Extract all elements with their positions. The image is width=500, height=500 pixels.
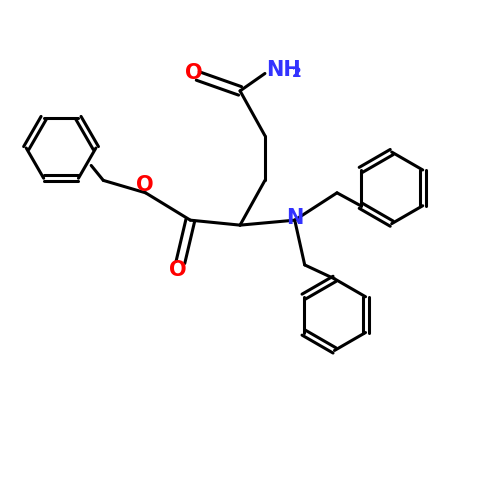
Text: O: O	[136, 176, 154, 196]
Text: 2: 2	[292, 66, 302, 80]
Text: O: O	[185, 64, 202, 84]
Text: NH: NH	[266, 60, 300, 80]
Text: N: N	[286, 208, 304, 228]
Text: O: O	[169, 260, 186, 280]
